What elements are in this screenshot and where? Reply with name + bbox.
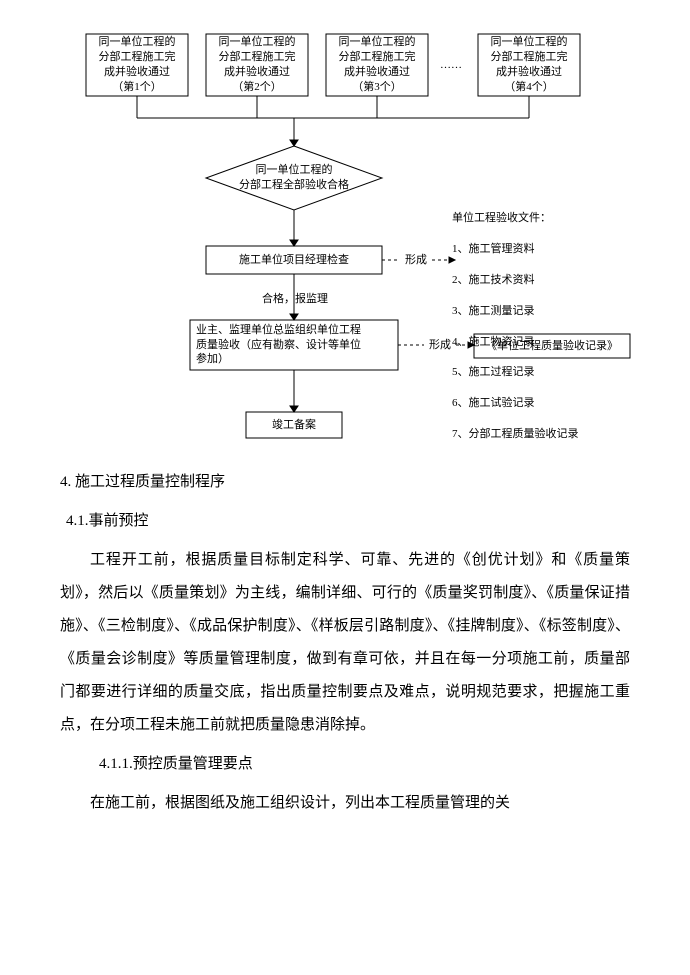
flowchart: 同一单位工程的 分部工程施工完 成并验收通过 （第1个） 同一单位工程的 分部工… [0,0,690,462]
doc-5: 5、施工过程记录 [452,365,579,380]
ellipsis: …… [440,58,462,73]
doc-1: 1、施工管理资料 [452,242,579,257]
docs-block: 单位工程验收文件： 1、施工管理资料 2、施工技术资料 3、施工测量记录 4、施… [452,196,579,458]
diamond-label: 同一单位工程的 分部工程全部验收合格 [206,158,382,198]
doc-6: 6、施工试验记录 [452,396,579,411]
heading-4-1-1: 4.1.1.预控质量管理要点 [60,748,630,781]
pm-check: 施工单位项目经理检查 [206,246,382,274]
topbox-1: 同一单位工程的 分部工程施工完 成并验收通过 （第1个） [86,34,188,96]
doc-3: 3、施工测量记录 [452,304,579,319]
forms-1: 形成 [405,253,427,268]
doc-7: 7、分部工程质量验收记录 [452,427,579,442]
pass-label: 合格，报监理 [262,292,328,307]
forms-2: 形成 [429,338,451,353]
final: 竣工备案 [246,412,342,438]
topbox-3: 同一单位工程的 分部工程施工完 成并验收通过 （第3个） [326,34,428,96]
heading-4-1: 4.1.事前预控 [60,505,630,538]
topbox-2: 同一单位工程的 分部工程施工完 成并验收通过 （第2个） [206,34,308,96]
heading-4: 4. 施工过程质量控制程序 [60,466,630,499]
acceptance: 业主、监理单位总监组织单位工程 质量验收（应有勘察、设计等单位 参加） [190,320,398,370]
topbox-4: 同一单位工程的 分部工程施工完 成并验收通过 （第4个） [478,34,580,96]
paragraph-2: 在施工前，根据图纸及施工组织设计，列出本工程质量管理的关 [60,787,630,820]
document-text: 4. 施工过程质量控制程序 4.1.事前预控 工程开工前，根据质量目标制定科学、… [0,466,690,820]
docs-title: 单位工程验收文件： [452,211,579,226]
doc-2: 2、施工技术资料 [452,273,579,288]
paragraph-1: 工程开工前，根据质量目标制定科学、可靠、先进的《创优计划》和《质量策划》，然后以… [60,544,630,742]
doc-4: 4、施工物资记录 [452,335,579,350]
